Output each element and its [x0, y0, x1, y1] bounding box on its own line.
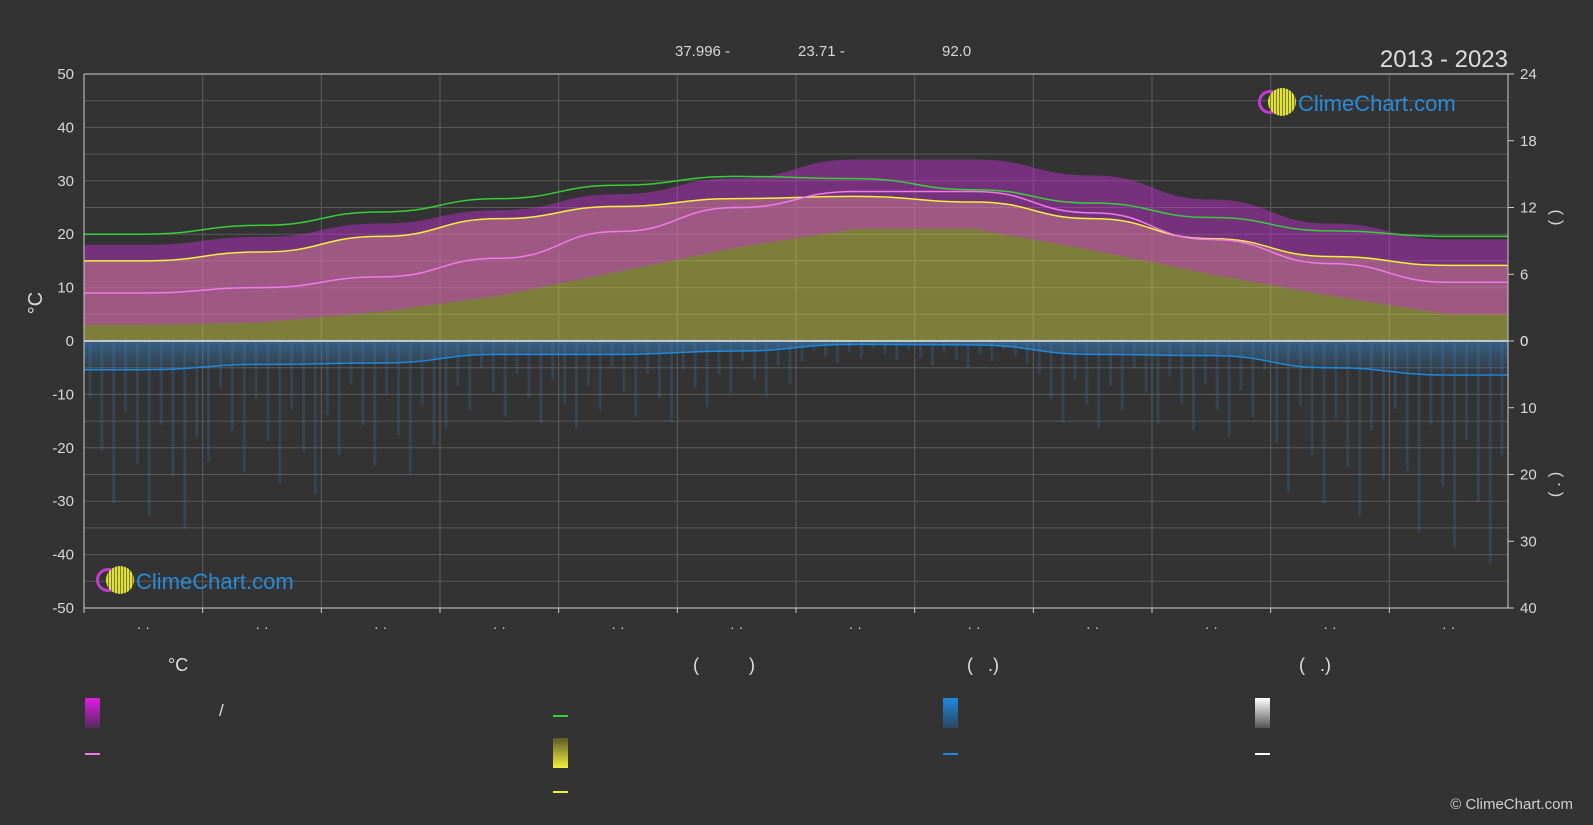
x-tick-label: · · [1205, 619, 1218, 635]
right-upper-axis-label: ( ) [1545, 209, 1564, 225]
right-upper-tick-label: 6 [1520, 266, 1528, 283]
legend-swatch-daylight [553, 715, 568, 717]
climate-chart: 50403020100-10-20-30-40-50°C241812600102… [25, 66, 1564, 635]
y-tick-label: 30 [57, 173, 74, 190]
right-upper-tick-label: 18 [1520, 133, 1537, 150]
right-lower-tick-label: 10 [1520, 400, 1537, 417]
legend-swatch-snow-avg [1255, 753, 1270, 755]
y-tick-label: -40 [52, 547, 74, 564]
legend-swatch-snow [1255, 698, 1270, 728]
climechart-logo-icon [1258, 88, 1296, 120]
x-tick-label: · · [374, 619, 387, 635]
right-lower-tick-label: 30 [1520, 533, 1537, 550]
legend-swatch-sunshine [553, 738, 568, 768]
axes [83, 73, 1514, 613]
legend-swatch-sunshine-avg [553, 791, 568, 793]
logo-bottom[interactable]: ClimeChart.com [96, 566, 294, 598]
x-tick-label: · · [137, 619, 150, 635]
y-tick-label: 0 [66, 333, 74, 350]
right-upper-tick-label: 0 [1520, 333, 1528, 350]
data-fills [84, 159, 1508, 564]
x-tick-label: · · [255, 619, 268, 635]
x-tick-label: · · [493, 619, 506, 635]
legend: °C ( ) ( .) ( .) / [0, 655, 1593, 825]
x-tick-label: · · [1323, 619, 1336, 635]
legend-swatch-mean-temp [85, 753, 100, 755]
legend-swatch-precip-avg [943, 753, 958, 755]
legend-swatch-precipitation [943, 698, 958, 728]
y-tick-label: 20 [57, 226, 74, 243]
right-upper-tick-label: 24 [1520, 66, 1537, 83]
y-tick-label: -30 [52, 493, 74, 510]
x-tick-label: · · [967, 619, 980, 635]
sunshine-area [84, 196, 1508, 341]
right-lower-axis-label: ( . ) [1545, 472, 1564, 498]
legend-label-temp-range: / [219, 701, 224, 720]
right-upper-tick-label: 12 [1520, 200, 1537, 217]
climechart-logo-icon [96, 566, 134, 598]
sunshine-line [83, 195, 1508, 267]
y-tick-label: 10 [57, 280, 74, 297]
x-tick-label: · · [1086, 619, 1099, 635]
logo-top[interactable]: ClimeChart.com [1258, 88, 1456, 120]
daylight-line [84, 175, 1508, 238]
right-lower-tick-label: 0 [1520, 333, 1528, 350]
period-label: 2013 - 2023 [1379, 46, 1508, 73]
top-stat-humidity: 92.0 [942, 43, 972, 60]
data-lines [83, 175, 1508, 376]
top-stat-max: 37.996 - [675, 43, 731, 60]
x-tick-label: · · [730, 619, 743, 635]
y-tick-label: 40 [57, 119, 74, 136]
y-tick-label: -50 [52, 600, 74, 617]
x-tick-label: · · [849, 619, 862, 635]
top-stat-mean: 23.71 - [798, 43, 845, 60]
y-tick-label: -10 [52, 386, 74, 403]
temperature-range-area [84, 159, 1508, 325]
copyright: © ClimeChart.com [1450, 796, 1573, 813]
right-lower-tick-label: 40 [1520, 600, 1537, 617]
y-axis-label: °C [25, 292, 47, 314]
legend-header-precipitation: ( .) [967, 655, 999, 675]
mean-temperature-line [83, 190, 1508, 294]
precipitation-line [84, 343, 1508, 376]
right-lower-tick-label: 20 [1520, 467, 1537, 484]
legend-swatch-temp-range [85, 698, 100, 728]
legend-header-temperature: °C [168, 655, 189, 675]
x-tick-label: · · [1442, 619, 1455, 635]
precipitation-area [84, 341, 1508, 376]
x-tick-label: · · [611, 619, 624, 635]
legend-header-snow: ( .) [1299, 655, 1331, 675]
axis-labels: 50403020100-10-20-30-40-50°C241812600102… [25, 66, 1564, 635]
y-tick-label: -20 [52, 440, 74, 457]
legend-header-sunshine: ( ) [693, 655, 755, 675]
y-tick-label: 50 [57, 66, 74, 83]
